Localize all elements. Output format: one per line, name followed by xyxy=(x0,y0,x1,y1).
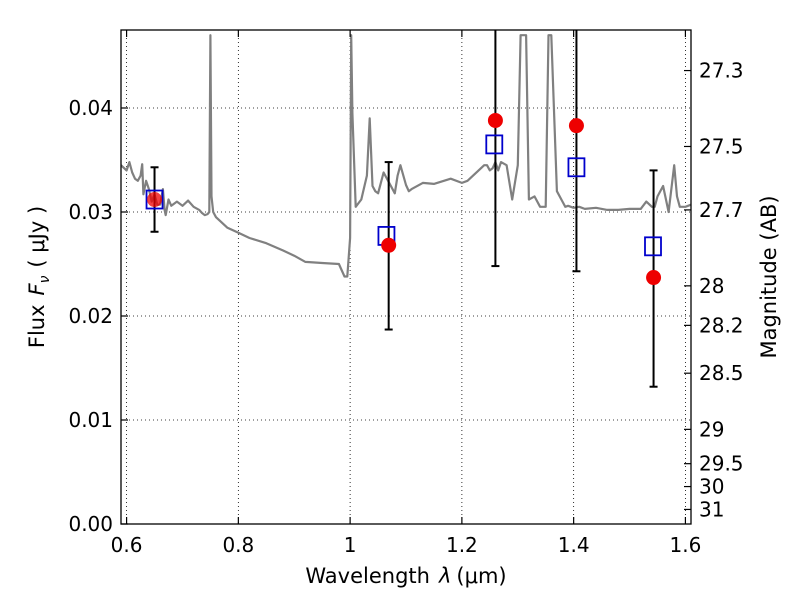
y2-tick-label: 27.5 xyxy=(699,134,744,158)
model-square-point xyxy=(485,134,504,155)
plot-area xyxy=(121,30,691,388)
y2-tick-label: 29.5 xyxy=(699,452,744,476)
y-tick-label: 0.00 xyxy=(68,512,113,536)
grid xyxy=(121,30,691,525)
model-square-point xyxy=(644,236,662,257)
observed-circle-point xyxy=(487,112,503,128)
observed-circle-point xyxy=(568,118,584,134)
y2-tick-label: 28.2 xyxy=(699,313,744,337)
x-tick-label: 1.4 xyxy=(558,533,590,557)
observed-circle-point xyxy=(646,270,662,286)
x-tick-label: 0.6 xyxy=(111,533,143,557)
y2-tick-label: 31 xyxy=(699,497,724,521)
y-axis-title: FluxFν( μJy ) xyxy=(25,206,53,348)
y-tick-label: 0.04 xyxy=(68,96,113,120)
y2-tick-label: 28.5 xyxy=(699,361,744,385)
observed-circle-point xyxy=(381,237,397,253)
x-tick-label: 1 xyxy=(344,533,357,557)
x-tick-label: 1.2 xyxy=(446,533,478,557)
spectrum-line xyxy=(121,34,691,278)
y2-tick-label: 28 xyxy=(699,274,724,298)
x-tick-label: 1.6 xyxy=(670,533,702,557)
x-tick-label: 0.8 xyxy=(222,533,254,557)
model-square-point xyxy=(567,157,586,178)
observed-circle-point xyxy=(147,192,163,208)
y-tick-label: 0.03 xyxy=(68,200,113,224)
x-axis-title: Wavelength λ (μm) xyxy=(305,564,506,588)
model-square-point xyxy=(145,189,164,210)
y2-tick-label: 27.3 xyxy=(699,59,744,83)
y-tick-label: 0.02 xyxy=(68,304,113,328)
y-tick-label: 0.01 xyxy=(68,408,113,432)
y2-tick-label: 30 xyxy=(699,475,724,499)
y2-tick-label: 29 xyxy=(699,417,724,441)
ticks: 0.6 0.8 1 1.2 1.4 1.6 0.00 0.01 0.02 0.03 0.04 27.3… xyxy=(68,30,744,557)
y2-tick-label: 27.7 xyxy=(699,198,744,222)
plot-frame xyxy=(120,29,692,525)
y2-axis-title: Magnitude (AB) xyxy=(757,195,781,358)
